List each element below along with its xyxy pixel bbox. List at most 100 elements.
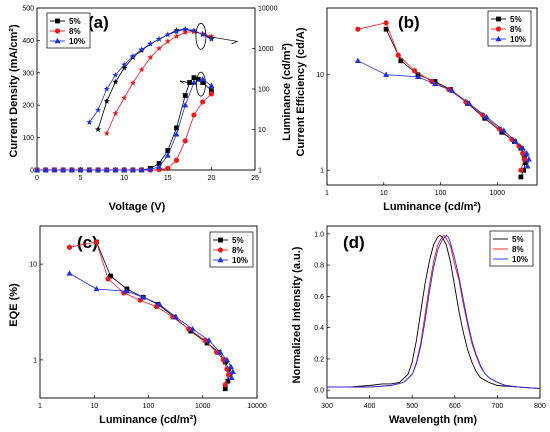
legend-item: 10% xyxy=(213,256,248,265)
data-point xyxy=(189,325,196,332)
y-axis-label: EQE (%) xyxy=(8,283,20,327)
x-axis-label: Luminance (cd/m²) xyxy=(383,201,481,213)
data-point xyxy=(172,313,179,320)
data-point xyxy=(523,150,530,156)
data-point xyxy=(77,166,84,173)
legend-label: 8% xyxy=(512,245,524,254)
data-point xyxy=(60,166,67,173)
y-axis-label: Normalized Intensity (a.u.) xyxy=(291,246,303,383)
data-point xyxy=(224,356,231,363)
data-point xyxy=(165,148,171,153)
data-point xyxy=(95,126,102,133)
data-point xyxy=(354,57,361,63)
data-point xyxy=(138,46,145,52)
legend-box xyxy=(46,12,91,49)
series-8pct xyxy=(103,28,215,136)
data-point xyxy=(191,112,197,118)
data-point xyxy=(228,374,235,381)
data-point xyxy=(518,145,524,151)
x-tick-label: 15 xyxy=(164,175,172,182)
series-line xyxy=(37,77,212,171)
data-point xyxy=(138,66,145,73)
data-point xyxy=(226,372,232,378)
data-point xyxy=(522,153,527,159)
legend-item: 8% xyxy=(491,25,522,34)
data-point xyxy=(182,138,188,144)
data-point xyxy=(466,100,473,106)
data-point xyxy=(205,337,212,343)
series-5pct xyxy=(327,234,541,390)
y2-axis-label: Luminance (cd/m²) xyxy=(281,43,293,141)
legend: 5%8%10% xyxy=(46,12,91,49)
x-tick-label: 10000 xyxy=(247,403,267,410)
data-point xyxy=(496,16,501,22)
x-axis-label: Voltage (V) xyxy=(109,201,166,213)
annotation-arrow xyxy=(179,80,196,85)
panel-a: (a) Voltage (V) Current Density (mA/cm²)… xyxy=(8,6,278,214)
x-tick-label: 400 xyxy=(364,403,376,410)
legend-label: 8% xyxy=(510,25,522,34)
panel-b: (b) Luminance (cd/m²) Luminance (cd/m²) … xyxy=(281,7,538,213)
data-point xyxy=(173,28,180,35)
legend: 5%8%10% xyxy=(487,10,532,47)
data-point xyxy=(190,27,197,33)
data-point xyxy=(191,75,197,81)
x-tick-label: 1 xyxy=(38,403,42,410)
data-point xyxy=(200,99,206,105)
data-point xyxy=(521,167,526,173)
y-tick-label: 0 xyxy=(30,168,34,175)
data-point xyxy=(93,239,100,245)
series-10pct xyxy=(86,26,215,125)
data-point xyxy=(208,91,214,97)
data-point xyxy=(182,29,189,35)
legend-item: 8% xyxy=(213,246,244,255)
x-tick-label: 20 xyxy=(208,175,216,182)
series-line xyxy=(69,241,230,385)
data-point xyxy=(398,58,404,64)
legend-box xyxy=(489,230,534,267)
y-tick-label: 1 xyxy=(320,168,324,175)
data-point xyxy=(200,80,206,85)
data-point xyxy=(383,20,389,26)
data-point xyxy=(103,85,110,92)
data-point xyxy=(156,163,163,169)
data-point xyxy=(209,88,214,94)
data-point xyxy=(121,64,128,71)
data-point xyxy=(68,166,75,173)
data-point xyxy=(103,166,110,173)
series-5pct xyxy=(34,75,214,173)
y-tick-label: 300 xyxy=(22,70,34,77)
data-point xyxy=(173,131,180,137)
x-tick-label: 25 xyxy=(251,175,259,182)
legend-item: 10% xyxy=(50,37,85,46)
data-point xyxy=(483,113,490,120)
data-point xyxy=(173,157,180,163)
legend-item: 8% xyxy=(493,245,524,254)
data-point xyxy=(497,126,503,132)
y-tick-label: 200 xyxy=(22,103,34,110)
data-point xyxy=(173,33,180,39)
x-tick-label: 100 xyxy=(435,190,447,197)
data-point xyxy=(355,26,361,32)
legend-item: 5% xyxy=(491,15,522,24)
data-point xyxy=(121,94,128,101)
data-point xyxy=(182,102,189,108)
x-tick-label: 100 xyxy=(143,403,155,410)
data-point xyxy=(217,256,224,263)
data-point xyxy=(495,26,502,32)
data-point xyxy=(217,247,224,253)
data-point xyxy=(164,38,171,44)
data-point xyxy=(199,31,206,38)
data-point xyxy=(121,61,128,68)
data-point xyxy=(479,112,486,118)
data-point xyxy=(54,37,61,44)
data-point xyxy=(123,288,130,294)
data-point xyxy=(66,244,73,250)
data-point xyxy=(93,285,100,292)
panel-label: (a) xyxy=(88,13,109,32)
data-point xyxy=(156,45,163,52)
data-point xyxy=(519,145,526,151)
data-point xyxy=(222,382,228,388)
x-tick-label: 0 xyxy=(35,175,39,182)
data-point xyxy=(108,273,113,279)
